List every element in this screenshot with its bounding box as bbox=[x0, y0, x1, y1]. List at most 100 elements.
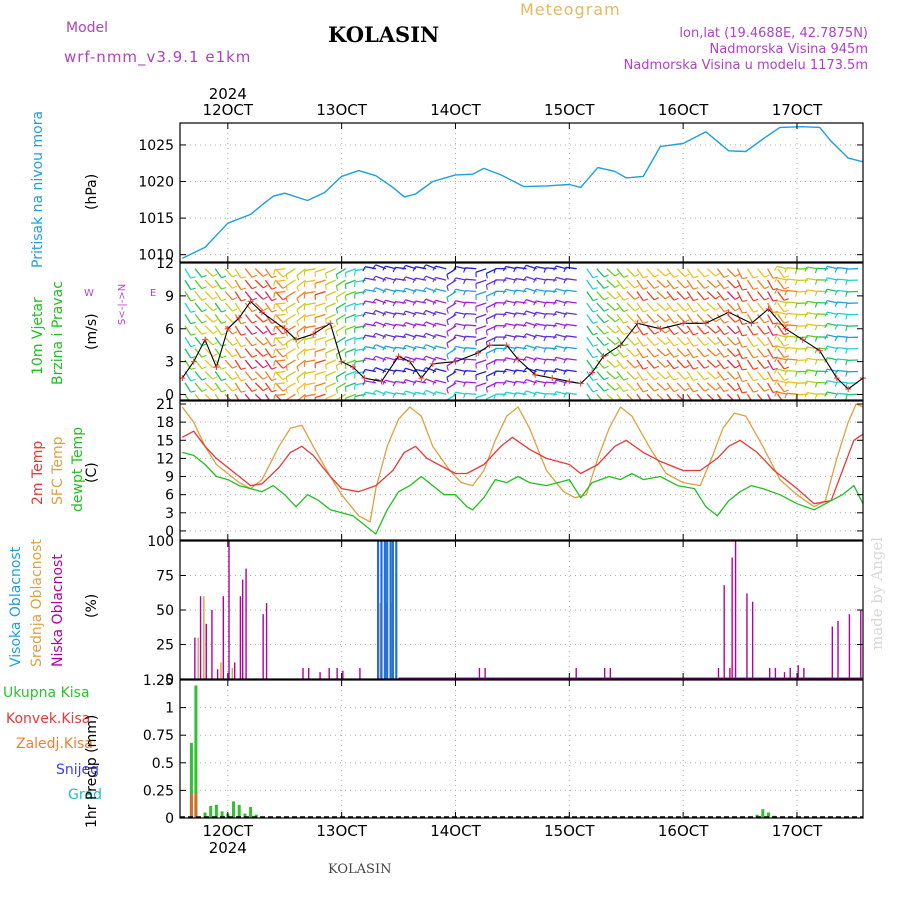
wind-barb bbox=[656, 325, 666, 334]
wind-barb-feather bbox=[623, 286, 629, 290]
wind-barb bbox=[596, 291, 605, 301]
wind-barb bbox=[234, 393, 240, 400]
wind-barb-feather bbox=[463, 301, 466, 307]
wind-barb-feather bbox=[845, 348, 848, 354]
wind-barb bbox=[296, 302, 306, 311]
wind-barb-feather bbox=[693, 378, 699, 382]
wind-barb bbox=[475, 336, 487, 342]
wind-barb-feather bbox=[772, 333, 778, 336]
wind-barb bbox=[757, 371, 765, 381]
wind-barb bbox=[706, 371, 716, 380]
wind-barb-feather bbox=[513, 278, 517, 284]
wind-barb bbox=[686, 291, 694, 301]
wind-barb-feather bbox=[783, 355, 789, 359]
wind-barb-feather bbox=[513, 381, 517, 387]
wind-barb bbox=[455, 334, 467, 338]
wind-barb bbox=[806, 380, 818, 384]
wind-barb-feather bbox=[684, 307, 690, 312]
wind-barb-feather bbox=[251, 388, 257, 393]
wind-barb-feather bbox=[382, 334, 386, 340]
wind-barb bbox=[535, 288, 547, 293]
wind-barb-feather bbox=[734, 307, 740, 312]
wind-barb-feather bbox=[402, 322, 406, 327]
wind-barb-feather bbox=[603, 365, 609, 369]
wind-barb bbox=[706, 313, 716, 323]
wind-barb-feather bbox=[273, 292, 276, 298]
wind-barb-feather bbox=[654, 320, 660, 324]
wind-barb-feather bbox=[372, 321, 377, 327]
wind-barb-feather bbox=[814, 359, 818, 365]
wind-barb-feather bbox=[665, 307, 670, 311]
precip-snow-label: Snijeg bbox=[56, 762, 100, 778]
wind-barb-feather bbox=[533, 277, 537, 283]
precip-bar bbox=[214, 804, 218, 818]
wind-barb-feather bbox=[764, 388, 770, 392]
wind-barb-feather bbox=[446, 354, 449, 360]
wind-barb-feather bbox=[643, 321, 649, 324]
wind-barb bbox=[285, 393, 296, 400]
wind-barb-feather bbox=[240, 333, 246, 336]
wind-barb bbox=[254, 291, 264, 300]
compass-east: E bbox=[150, 288, 157, 299]
wind-barb-feather bbox=[262, 273, 268, 277]
wind-barb bbox=[204, 313, 214, 323]
wind-barb-feather bbox=[643, 298, 649, 302]
wind-barb bbox=[616, 371, 625, 381]
wind-barb-feather bbox=[201, 388, 207, 393]
wind-barb-feather bbox=[764, 274, 770, 278]
wind-barb-feather bbox=[392, 267, 396, 273]
wind-barb-feather bbox=[774, 334, 778, 340]
wind-barb bbox=[515, 300, 527, 304]
wind-barb bbox=[646, 325, 655, 335]
wind-barb-feather bbox=[201, 331, 207, 335]
wind-barb-feather bbox=[623, 332, 629, 336]
wind-barb-feather bbox=[654, 342, 660, 346]
wind-barb-feather bbox=[493, 336, 496, 342]
wind-barb bbox=[385, 333, 397, 338]
axis-text-layer: 1010101510201025036912036912151821025507… bbox=[138, 85, 823, 857]
wind-barb bbox=[776, 391, 788, 395]
wind-barb bbox=[345, 336, 357, 342]
wind-barb bbox=[586, 336, 594, 347]
wind-barb bbox=[395, 323, 407, 327]
wind-barb-feather bbox=[485, 284, 488, 290]
wind-barb bbox=[565, 346, 577, 350]
wind-barb bbox=[274, 268, 286, 271]
wind-barb bbox=[285, 279, 296, 287]
wind-barb-feather bbox=[372, 298, 377, 304]
wind-barb-feather bbox=[493, 325, 496, 331]
wind-barb-feather bbox=[834, 336, 838, 342]
wind-barb bbox=[515, 369, 527, 373]
wind-barb-feather bbox=[522, 264, 527, 270]
wind-barb bbox=[757, 302, 765, 312]
wind-barb-feather bbox=[772, 390, 778, 394]
wind-barb bbox=[184, 393, 190, 400]
wind-barb bbox=[736, 371, 743, 382]
wind-barb-feather bbox=[232, 285, 238, 289]
wind-barb bbox=[274, 279, 286, 283]
wind-barb-feather bbox=[402, 333, 406, 339]
wind-barb bbox=[676, 268, 686, 277]
wind-barb bbox=[395, 266, 407, 270]
wind-barb-feather bbox=[221, 275, 227, 279]
wind-barb-feather bbox=[795, 280, 798, 286]
wind-barb-feather bbox=[742, 345, 748, 348]
wind-barb bbox=[836, 358, 848, 361]
wind-barb bbox=[184, 314, 192, 325]
wind-barb bbox=[224, 325, 233, 335]
wind-barb-feather bbox=[452, 289, 456, 295]
wind-barb bbox=[565, 369, 577, 373]
wind-barb bbox=[244, 313, 253, 324]
wind-barb bbox=[666, 371, 675, 381]
wind-barb bbox=[706, 348, 716, 357]
wind-barb bbox=[656, 313, 666, 323]
wind-barb bbox=[296, 268, 307, 277]
wind-barb bbox=[606, 279, 616, 288]
wind-barb bbox=[325, 370, 336, 377]
wind-barb bbox=[435, 299, 447, 304]
wind-barb-feather bbox=[824, 277, 828, 283]
wind-barb bbox=[285, 290, 296, 298]
wind-barb bbox=[314, 347, 326, 353]
model-label: Model bbox=[66, 20, 109, 36]
wind-barb bbox=[204, 302, 214, 312]
